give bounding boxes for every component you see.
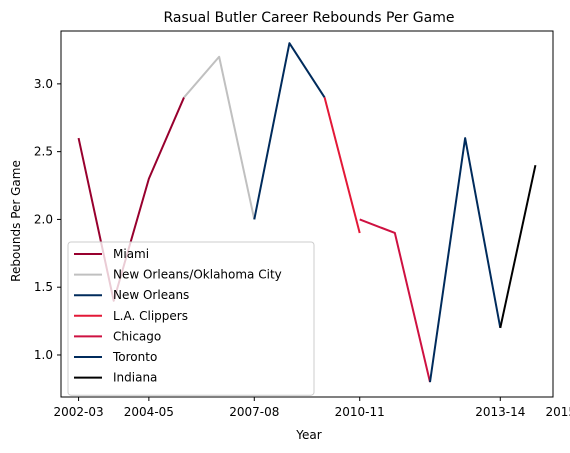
x-tick-label: 2007-08 (229, 405, 279, 419)
x-tick-label: 2013-14 (475, 405, 525, 419)
legend-label-toronto: Toronto (112, 350, 157, 364)
series-lines (77, 42, 537, 383)
plot-frame (60, 30, 554, 398)
legend-box (67, 241, 315, 396)
series-line-l-a-clippers (323, 97, 361, 234)
series-line-toronto (429, 137, 502, 383)
legend-label-miami: Miami (113, 247, 149, 261)
chart-title: Rasual Butler Career Rebounds Per Game (164, 10, 455, 26)
legend-label-new-orleans-oklahoma-city: New Orleans/Oklahoma City (113, 268, 282, 282)
x-tick-label: 2015-16 (546, 405, 570, 419)
y-tick-label: 2.5 (34, 145, 53, 159)
y-tick-label: 3.0 (34, 77, 53, 91)
series-line-chicago (359, 218, 431, 383)
series-line-indiana (499, 164, 537, 329)
legend-label-chicago: Chicago (113, 329, 161, 343)
x-tick-label: 2002-03 (54, 405, 104, 419)
y-tick-label: 2.0 (34, 212, 53, 226)
y-axis: 1.0 1.5 2.0 2.5 3.0 (34, 77, 61, 362)
x-tick-label: 2010-11 (335, 405, 385, 419)
y-tick-label: 1.0 (34, 348, 53, 362)
legend-label-new-orleans: New Orleans (113, 288, 189, 302)
x-axis-title: Year (295, 428, 321, 442)
series-line-miami (77, 97, 185, 302)
y-tick-label: 1.5 (34, 280, 53, 294)
legend-label-l-a-clippers: L.A. Clippers (113, 309, 188, 323)
legend: Miami New Orleans/Oklahoma City New Orlean… (67, 241, 315, 396)
series-line-new-orleans-oklahoma-city (183, 55, 256, 220)
y-axis-title: Rebounds Per Game (9, 160, 23, 282)
series-line-new-orleans (253, 42, 326, 220)
x-axis: 2002-03 2004-05 2007-08 2010-11 2013-14 2015-… (54, 397, 570, 419)
legend-label-indiana: Indiana (113, 371, 157, 385)
x-tick-label: 2004-05 (124, 405, 174, 419)
